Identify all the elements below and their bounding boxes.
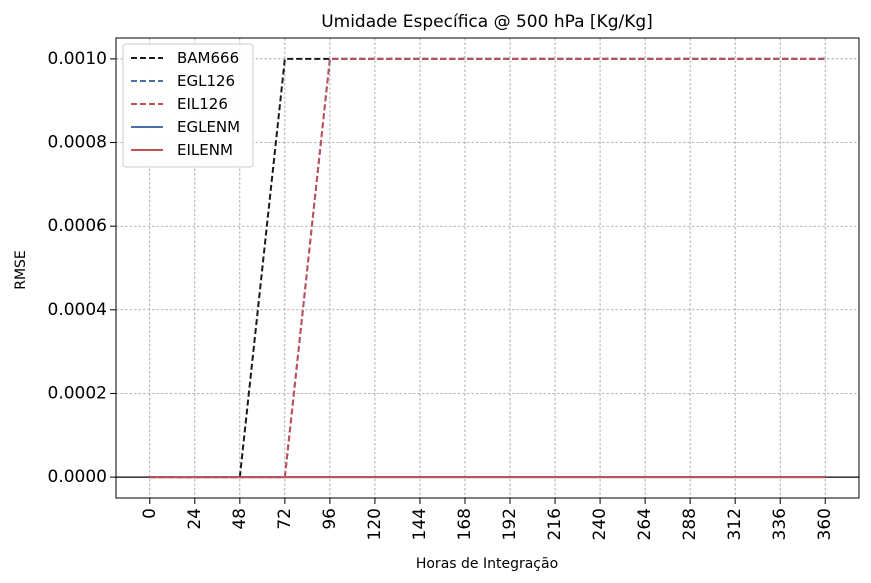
- x-tick-label: 192: [500, 508, 520, 540]
- x-tick-label: 48: [230, 508, 250, 530]
- x-tick-label: 360: [815, 508, 835, 540]
- x-axis-ticks: 0 24 48 72 96 120 144 168 192 216 240 264 288 312 336 3…: [140, 498, 835, 540]
- x-tick-label: 120: [365, 508, 385, 540]
- y-tick-label: 0.0000: [48, 467, 107, 487]
- x-tick-label: 96: [320, 508, 340, 530]
- y-axis-label: RMSE: [13, 250, 29, 290]
- legend-entry-label: EILENM: [177, 141, 233, 159]
- x-tick-label: 264: [635, 508, 655, 540]
- y-tick-label: 0.0002: [48, 383, 107, 403]
- x-axis-label: Horas de Integração: [416, 556, 558, 572]
- x-tick-label: 336: [770, 508, 790, 540]
- y-tick-label: 0.0004: [48, 300, 107, 320]
- chart-title: Umidade Específica @ 500 hPa [Kg/Kg]: [321, 12, 653, 32]
- y-tick-label: 0.0010: [48, 49, 107, 69]
- x-tick-label: 72: [275, 508, 295, 530]
- y-tick-label: 0.0006: [48, 216, 107, 236]
- legend-entry-label: EGL126: [177, 72, 235, 90]
- x-tick-label: 144: [410, 508, 430, 540]
- plot-area-frame: [115, 37, 860, 499]
- y-tick-label: 0.0008: [48, 133, 107, 153]
- series-lines: [149, 57, 826, 479]
- x-tick-label: 24: [185, 508, 205, 530]
- legend-entry-label: EGLENM: [177, 118, 240, 136]
- x-tick-label: 312: [725, 508, 745, 540]
- x-tick-label: 216: [545, 508, 565, 540]
- x-tick-label: 288: [680, 508, 700, 540]
- x-tick-label: 168: [455, 508, 475, 540]
- legend-box: [122, 43, 254, 168]
- x-tick-label: 0: [140, 508, 160, 519]
- y-axis-ticks: 0.0000 0.0002 0.0004 0.0006 0.0008 0.0010: [48, 49, 116, 487]
- legend-entry-label: BAM666: [177, 49, 239, 67]
- legend-entry-label: EIL126: [177, 95, 228, 113]
- x-tick-label: 240: [590, 508, 610, 540]
- legend: BAM666 EGL126 EIL126 EGLENM EILENM: [122, 43, 254, 168]
